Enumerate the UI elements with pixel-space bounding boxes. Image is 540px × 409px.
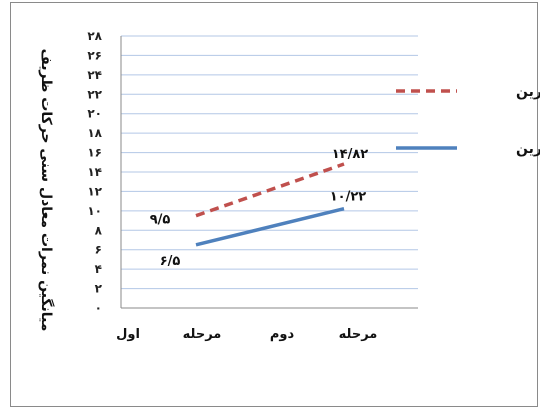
legend: تمرین بی تمرین	[396, 84, 540, 157]
y-tick-label: ۱۰	[87, 204, 102, 218]
y-tick-label: ۱۴	[87, 165, 102, 179]
y-tick-label: ۱۶	[87, 146, 102, 160]
y-tick-label: ۸	[95, 223, 103, 237]
y-tick-label: ۲۴	[87, 68, 102, 82]
axes	[120, 36, 418, 309]
series: ۹/۵ ۱۴/۸۲ ۶/۵ ۱۰/۲۲	[150, 147, 369, 269]
legend-label: تمرین	[516, 84, 540, 100]
data-label: ۹/۵	[150, 213, 171, 228]
y-tick-label: ۲	[95, 282, 103, 296]
x-tick-label: مرحله	[339, 327, 378, 342]
grid-lines	[121, 35, 418, 290]
y-tick-label: ۰	[95, 301, 102, 315]
data-label: ۱۴/۸۲	[332, 147, 369, 162]
y-tick-label: ۶	[95, 243, 102, 257]
data-label: ۶/۵	[160, 254, 181, 269]
x-tick-label: دوم	[270, 327, 295, 342]
y-tick-label: ۲۰	[87, 107, 102, 121]
series-line	[195, 162, 345, 218]
y-tick-label: ۲۲	[87, 87, 102, 101]
y-tick-label: ۴	[95, 262, 102, 276]
data-label: ۱۰/۲۲	[330, 190, 367, 205]
chart-frame	[10, 2, 538, 407]
y-tick-label: ۲۸	[87, 29, 102, 43]
legend-label: بی تمرین	[516, 141, 540, 157]
y-axis-label: میانگین نمرات معادل سنی حرکات ظریف	[38, 49, 55, 332]
x-tick-label: مرحله	[183, 327, 222, 342]
x-tick-labels: مرحله اول مرحله دوم	[116, 327, 377, 342]
y-tick-label: ۱۸	[87, 126, 102, 140]
y-tick-label: ۲۶	[87, 48, 102, 62]
series-line	[195, 207, 345, 247]
x-tick-label: اول	[116, 327, 140, 342]
y-tick-label: ۱۲	[87, 184, 102, 198]
